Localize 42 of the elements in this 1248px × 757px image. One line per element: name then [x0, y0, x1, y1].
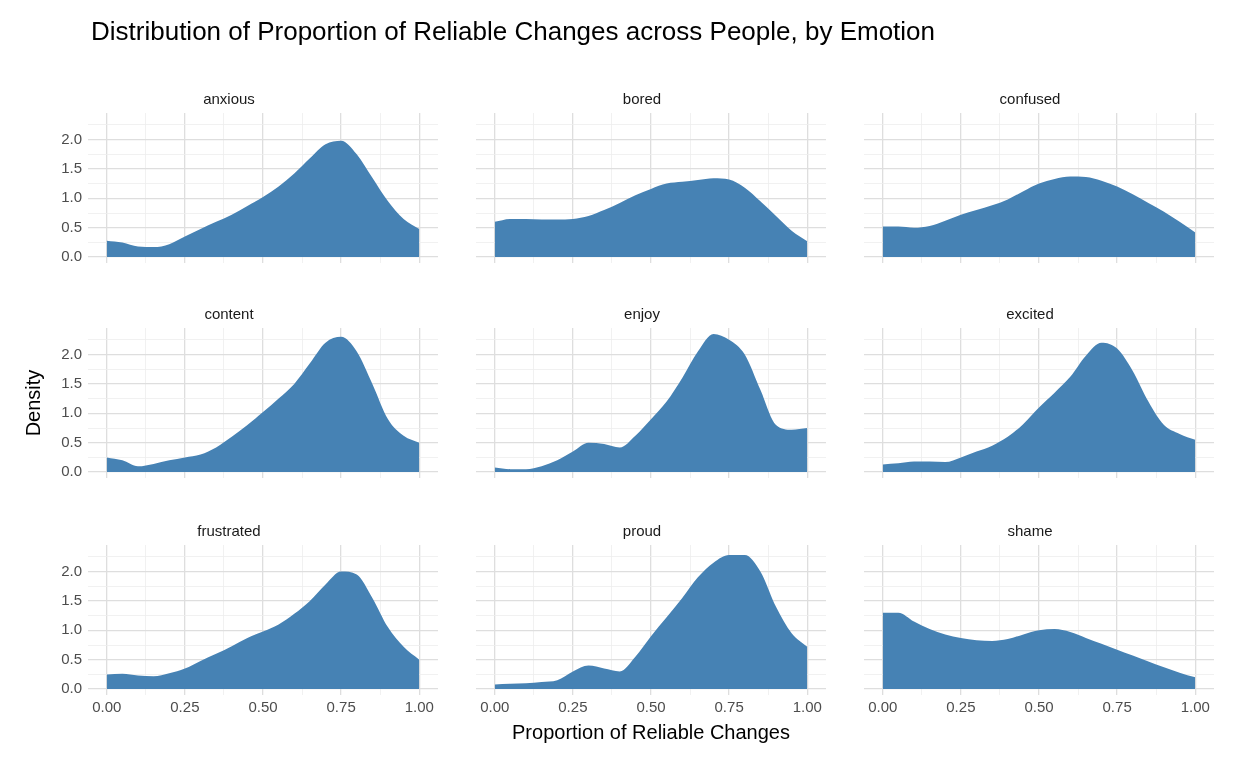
y-tick-label: 2.0 [61, 561, 82, 579]
y-axis-title: Density [21, 369, 44, 437]
text: Distribution of Proportion of Reliable Changes across People, by Emotion [91, 16, 936, 47]
y-tick-label: 0.5 [61, 217, 82, 235]
y-tick-label: 2.0 [61, 129, 82, 147]
y-tick-label: 0.5 [61, 649, 82, 667]
chart-title: proud [622, 522, 662, 540]
x-tick-label: 0.50 [248, 698, 278, 716]
x-tick-label: 0.75 [1102, 698, 1132, 716]
x-tick-label: 0.25 [558, 698, 588, 716]
x-tick-label: 0.75 [326, 698, 356, 716]
x-tick-label: 1.00 [1180, 698, 1210, 716]
x-tick-label: 0.00 [868, 698, 898, 716]
x-tick-label: 0.75 [714, 698, 744, 716]
y-tick-label: 0.0 [61, 247, 82, 265]
y-tick-label: 0.5 [61, 432, 82, 450]
y-tick-label: 1.0 [61, 620, 82, 638]
y-tick-label: 1.5 [61, 159, 82, 177]
x-tick-label: 0.50 [636, 698, 666, 716]
y-tick-label: 1.0 [61, 403, 82, 421]
x-axis-title: Proportion of Reliable Changes [512, 720, 790, 743]
x-tick-label: 0.00 [480, 698, 510, 716]
x-tick-label: 0.50 [1024, 698, 1054, 716]
x-tick-label: 0.25 [170, 698, 200, 716]
y-tick-label: 2.0 [61, 344, 82, 362]
x-tick-label: 0.00 [92, 698, 122, 716]
chart-title: content [204, 305, 255, 323]
x-tick-label: 1.00 [792, 698, 822, 716]
y-tick-label: 0.0 [61, 462, 82, 480]
x-tick-label: 1.00 [404, 698, 434, 716]
chart-title: shame [1007, 522, 1053, 540]
chart-title: frustrated [197, 522, 261, 540]
y-tick-label: 0.0 [61, 679, 82, 697]
y-tick-label: 1.0 [61, 188, 82, 206]
y-tick-label: 1.5 [61, 374, 82, 392]
chart-title: excited [1006, 305, 1054, 323]
chart-title: anxious [203, 90, 255, 108]
chart-title: confused [999, 90, 1061, 108]
x-tick-label: 0.25 [946, 698, 976, 716]
y-tick-label: 1.5 [61, 591, 82, 609]
chart-title: enjoy [624, 305, 661, 323]
chart-title: bored [622, 90, 662, 108]
